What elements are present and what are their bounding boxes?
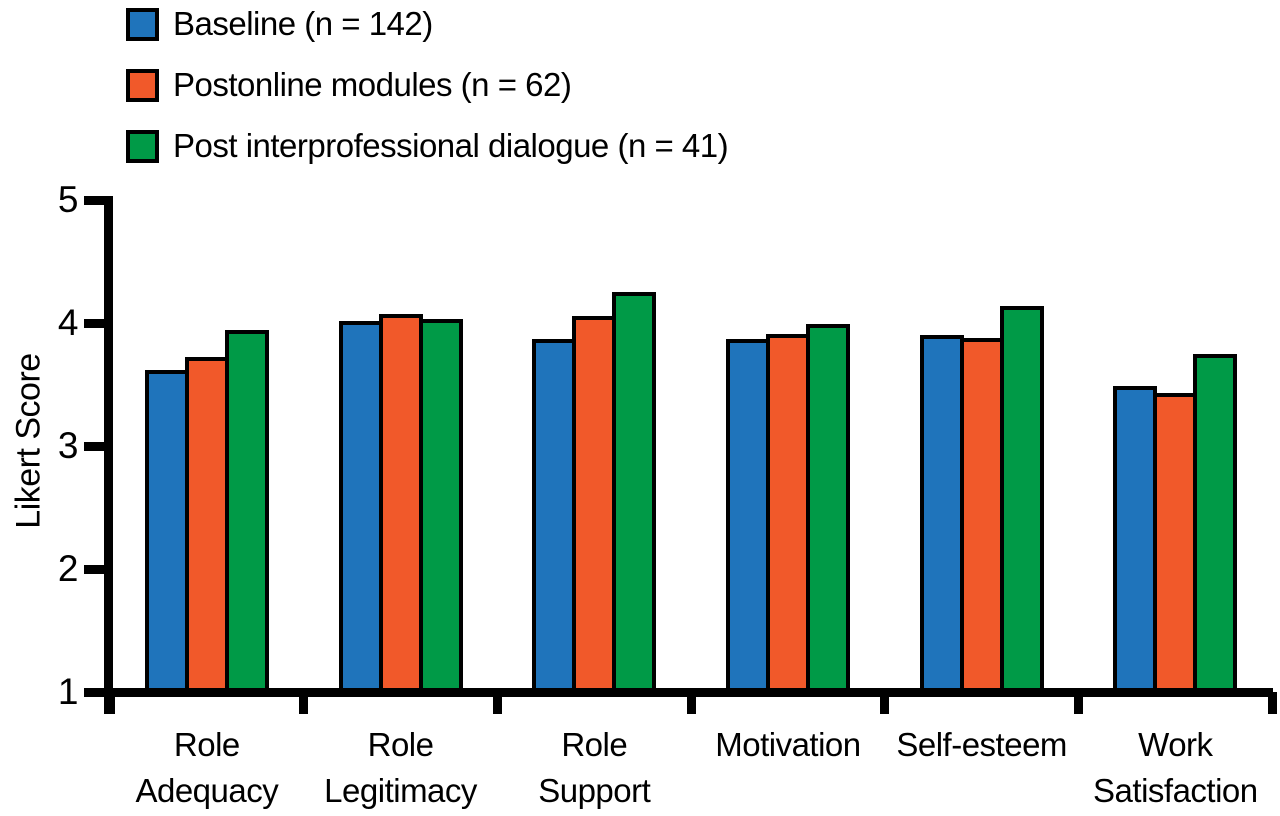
category-label-role-support: Role Support: [538, 726, 651, 809]
y-axis-line: [104, 196, 113, 714]
x-axis-tick: [1074, 692, 1083, 714]
y-tick-label: 3: [57, 425, 79, 466]
x-axis-tick: [492, 692, 502, 714]
bar-post-group6: [1193, 353, 1238, 696]
legend-label: Post interprofessional dialogue (n = 41): [173, 127, 729, 164]
bar-post-group2: [418, 319, 463, 696]
legend-swatch-1: [126, 7, 159, 41]
bar-postonline-group2: [378, 314, 423, 696]
y-tick-label: 4: [57, 302, 79, 343]
category-label-work-satisfaction: Work Satisfaction: [1093, 726, 1258, 809]
category-label-self-esteem: Self-esteem: [896, 726, 1067, 763]
category-label-role-adequacy: Role Adequacy: [135, 726, 279, 809]
y-axis-tick: [84, 318, 108, 328]
bar-post-group4: [805, 324, 850, 696]
bar-baseline-group5: [919, 335, 964, 696]
bar-postonline-group4: [765, 334, 810, 696]
legend-item: Postonline modules (n = 62): [126, 63, 572, 107]
legend-label: Baseline (n = 142): [173, 5, 433, 42]
legend-item: Post interprofessional dialogue (n = 41): [126, 124, 729, 168]
y-axis-tick: [84, 195, 108, 205]
bar-postonline-group3: [572, 315, 617, 696]
bar-baseline-group3: [532, 338, 577, 696]
bar-baseline-group2: [338, 320, 383, 696]
x-axis-tick: [686, 692, 696, 714]
x-axis-tick: [105, 692, 115, 714]
y-axis-tick: [84, 687, 108, 697]
bar-baseline-group4: [725, 338, 770, 696]
y-tick-label: 5: [57, 179, 79, 220]
y-tick-label: 1: [57, 671, 79, 712]
legend-swatch-2: [126, 68, 159, 102]
x-axis-tick: [299, 692, 309, 714]
y-axis-tick: [84, 564, 108, 574]
bar-post-group1: [224, 330, 269, 696]
x-axis-tick: [1267, 692, 1277, 714]
category-label-role-legitimacy: Role Legitimacy: [324, 726, 477, 809]
bar-post-group5: [999, 305, 1044, 696]
legend-item: Baseline (n = 142): [126, 2, 433, 46]
bar-postonline-group1: [184, 357, 229, 696]
bar-baseline-group6: [1113, 385, 1158, 696]
bar-baseline-group1: [144, 369, 189, 696]
x-axis-tick: [880, 692, 890, 714]
legend-label: Postonline modules (n = 62): [173, 66, 572, 103]
bar-postonline-group6: [1153, 393, 1198, 696]
category-label-motivation: Motivation: [715, 726, 861, 763]
y-axis-tick: [84, 441, 108, 451]
y-tick-label: 2: [57, 548, 79, 589]
legend-swatch-3: [126, 129, 159, 163]
bar-postonline-group5: [959, 337, 1004, 696]
bar-post-group3: [612, 292, 657, 696]
